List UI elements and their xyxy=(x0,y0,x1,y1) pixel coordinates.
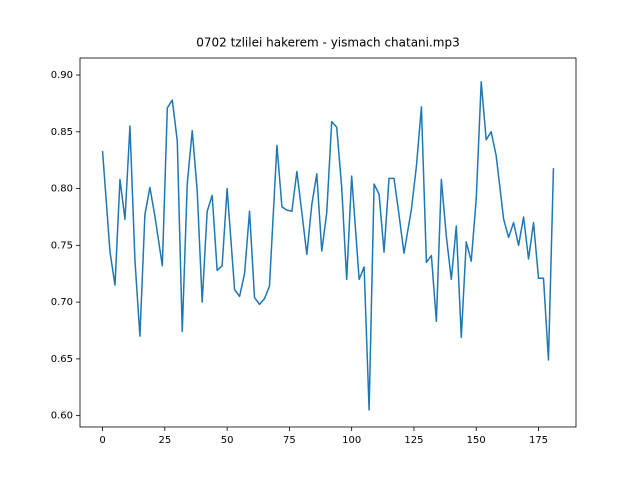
y-tick-label: 0.85 xyxy=(51,127,73,138)
chart-title: 0702 tzlilei hakerem - yismach chatani.m… xyxy=(196,36,460,50)
x-tick-label: 50 xyxy=(221,435,234,446)
y-tick-label: 0.75 xyxy=(51,240,73,251)
x-tick-label: 175 xyxy=(529,435,548,446)
plot-frame xyxy=(79,57,577,428)
x-tick-label: 125 xyxy=(404,435,423,446)
y-tick-label: 0.70 xyxy=(51,297,73,308)
data-line xyxy=(101,81,555,411)
x-tick-label: 100 xyxy=(342,435,361,446)
x-tick-label: 75 xyxy=(283,435,296,446)
y-tick-label: 0.90 xyxy=(51,70,73,81)
x-tick-label: 25 xyxy=(158,435,171,446)
y-tick-label: 0.60 xyxy=(51,411,73,422)
x-tick-label: 150 xyxy=(467,435,486,446)
y-tick-label: 0.80 xyxy=(51,184,73,195)
x-tick-label: 0 xyxy=(99,435,105,446)
y-tick-label: 0.65 xyxy=(51,354,73,365)
